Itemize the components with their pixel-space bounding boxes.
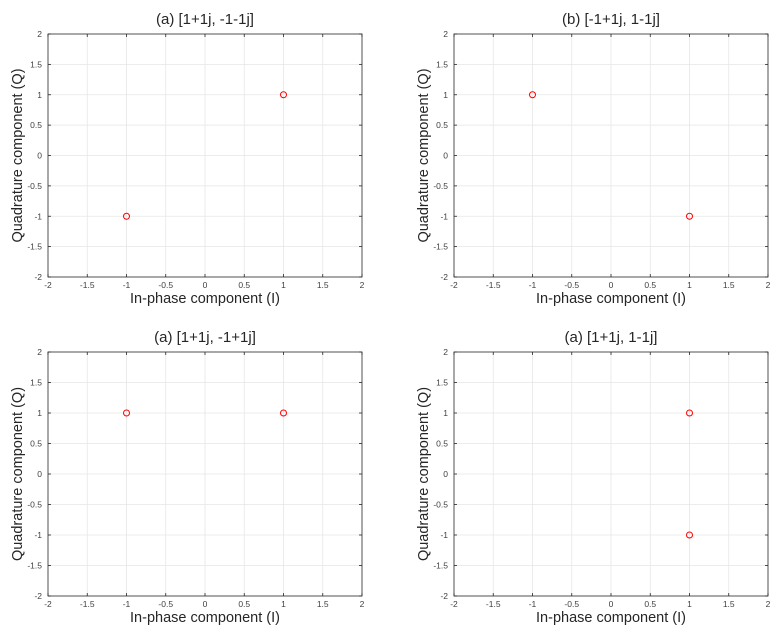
data-point xyxy=(280,91,287,99)
x-tick-label: -0.5 xyxy=(564,599,579,609)
x-tick-label: 0.5 xyxy=(644,280,656,290)
x-tick-label: -1.5 xyxy=(80,599,95,609)
x-tick-label: -2 xyxy=(450,280,458,290)
data-point xyxy=(686,531,693,539)
x-tick-label: -2 xyxy=(450,599,458,609)
y-tick-label: -2 xyxy=(34,272,42,282)
y-tick-label: 2 xyxy=(443,347,448,357)
x-tick-label: 0 xyxy=(609,280,614,290)
y-tick-label: -2 xyxy=(440,272,448,282)
y-tick-label: 1.5 xyxy=(30,59,42,69)
y-tick-label: 0 xyxy=(37,469,42,479)
x-tick-label: 0.5 xyxy=(238,280,250,290)
x-tick-label: -2 xyxy=(44,599,52,609)
x-tick-label: 1 xyxy=(687,280,692,290)
chart-title: (a) [1+1j, 1-1j] xyxy=(565,329,658,346)
data-point xyxy=(686,409,693,417)
x-tick-label: 1 xyxy=(281,599,286,609)
y-tick-label: 1 xyxy=(37,90,42,100)
chart-title: (b) [-1+1j, 1-1j] xyxy=(562,11,660,28)
x-axis-label: In-phase component (I) xyxy=(130,291,280,307)
y-tick-label: 1.5 xyxy=(436,59,448,69)
x-tick-label: 1 xyxy=(281,280,286,290)
x-axis-label: In-phase component (I) xyxy=(536,291,686,307)
chart-panel-4: -2 -1.5 -1 -0.5 0 0.5 1 1.5 2 2 1.5 1 0.5 0 -0.5 -1 -1.5… xyxy=(416,329,771,626)
y-tick-label: -1.5 xyxy=(27,242,42,252)
x-tick-label: 0 xyxy=(203,599,208,609)
x-tick-label: 1 xyxy=(687,599,692,609)
x-tick-label: -1.5 xyxy=(80,280,95,290)
y-tick-label: -1 xyxy=(34,530,42,540)
y-tick-label: -0.5 xyxy=(433,500,448,510)
x-tick-label: 2 xyxy=(766,599,771,609)
x-tick-label: -0.5 xyxy=(158,280,173,290)
y-tick-label: -2 xyxy=(440,591,448,601)
y-tick-label: 1.5 xyxy=(436,378,448,388)
y-axis-label: Quadrature component (Q) xyxy=(416,387,432,561)
x-tick-label: 0 xyxy=(609,599,614,609)
x-tick-label: -1 xyxy=(529,280,537,290)
x-tick-label: -1.5 xyxy=(486,599,501,609)
chart-title: (a) [1+1j, -1+1j] xyxy=(154,329,256,346)
y-tick-label: 2 xyxy=(37,347,42,357)
y-tick-label: 2 xyxy=(37,29,42,39)
x-axis-label: In-phase component (I) xyxy=(536,610,686,626)
x-tick-label: 1.5 xyxy=(723,280,735,290)
y-tick-label: -0.5 xyxy=(27,181,42,191)
data-point xyxy=(529,91,536,99)
y-tick-label: -1.5 xyxy=(27,561,42,571)
y-tick-label: -2 xyxy=(34,591,42,601)
x-tick-label: -1.5 xyxy=(486,280,501,290)
y-tick-label: 1 xyxy=(443,408,448,418)
y-tick-label: -1.5 xyxy=(433,561,448,571)
y-tick-label: 1.5 xyxy=(30,378,42,388)
y-tick-label: 0.5 xyxy=(30,439,42,449)
x-tick-label: -0.5 xyxy=(564,280,579,290)
y-tick-label: 0.5 xyxy=(436,439,448,449)
y-axis-label: Quadrature component (Q) xyxy=(10,68,26,242)
y-tick-label: 1 xyxy=(37,408,42,418)
x-tick-label: 1.5 xyxy=(317,599,329,609)
x-tick-label: -0.5 xyxy=(158,599,173,609)
x-tick-label: -1 xyxy=(529,599,537,609)
x-tick-label: -1 xyxy=(123,280,131,290)
y-tick-label: -0.5 xyxy=(433,181,448,191)
chart-panel-1: -2 -1.5 -1 -0.5 0 0.5 1 1.5 2 2 1.5 1 0.5 0 -0.5 -1 -1.5… xyxy=(10,11,365,307)
chart-panel-2: -2 -1.5 -1 -0.5 0 0.5 1 1.5 2 2 1.5 1 0.5 0 -0.5 -1 -1.5… xyxy=(416,11,771,307)
y-tick-label: 0.5 xyxy=(30,120,42,130)
y-axis-label: Quadrature component (Q) xyxy=(10,387,26,561)
y-tick-label: -1 xyxy=(440,211,448,221)
x-tick-label: -2 xyxy=(44,280,52,290)
x-tick-label: 1.5 xyxy=(723,599,735,609)
x-tick-label: 2 xyxy=(360,599,365,609)
x-tick-label: 1.5 xyxy=(317,280,329,290)
chart-title: (a) [1+1j, -1-1j] xyxy=(156,11,254,28)
y-tick-label: 1 xyxy=(443,90,448,100)
data-point xyxy=(686,212,693,220)
y-tick-label: 0 xyxy=(37,151,42,161)
x-tick-label: 0.5 xyxy=(238,599,250,609)
y-tick-label: -1 xyxy=(34,211,42,221)
data-point xyxy=(280,409,287,417)
y-tick-label: 2 xyxy=(443,29,448,39)
y-tick-label: -1.5 xyxy=(433,242,448,252)
chart-panel-3: -2 -1.5 -1 -0.5 0 0.5 1 1.5 2 2 1.5 1 0.5 0 -0.5 -1 -1.5… xyxy=(10,329,365,626)
x-tick-label: 2 xyxy=(360,280,365,290)
x-tick-label: 0.5 xyxy=(644,599,656,609)
data-point xyxy=(123,409,130,417)
y-tick-label: 0 xyxy=(443,151,448,161)
y-tick-label: 0.5 xyxy=(436,120,448,130)
x-tick-label: 0 xyxy=(203,280,208,290)
x-tick-label: -1 xyxy=(123,599,131,609)
y-axis-label: Quadrature component (Q) xyxy=(416,68,432,242)
data-point xyxy=(123,212,130,220)
x-axis-label: In-phase component (I) xyxy=(130,610,280,626)
x-tick-label: 2 xyxy=(766,280,771,290)
y-tick-label: -1 xyxy=(440,530,448,540)
y-tick-label: 0 xyxy=(443,469,448,479)
y-tick-label: -0.5 xyxy=(27,500,42,510)
